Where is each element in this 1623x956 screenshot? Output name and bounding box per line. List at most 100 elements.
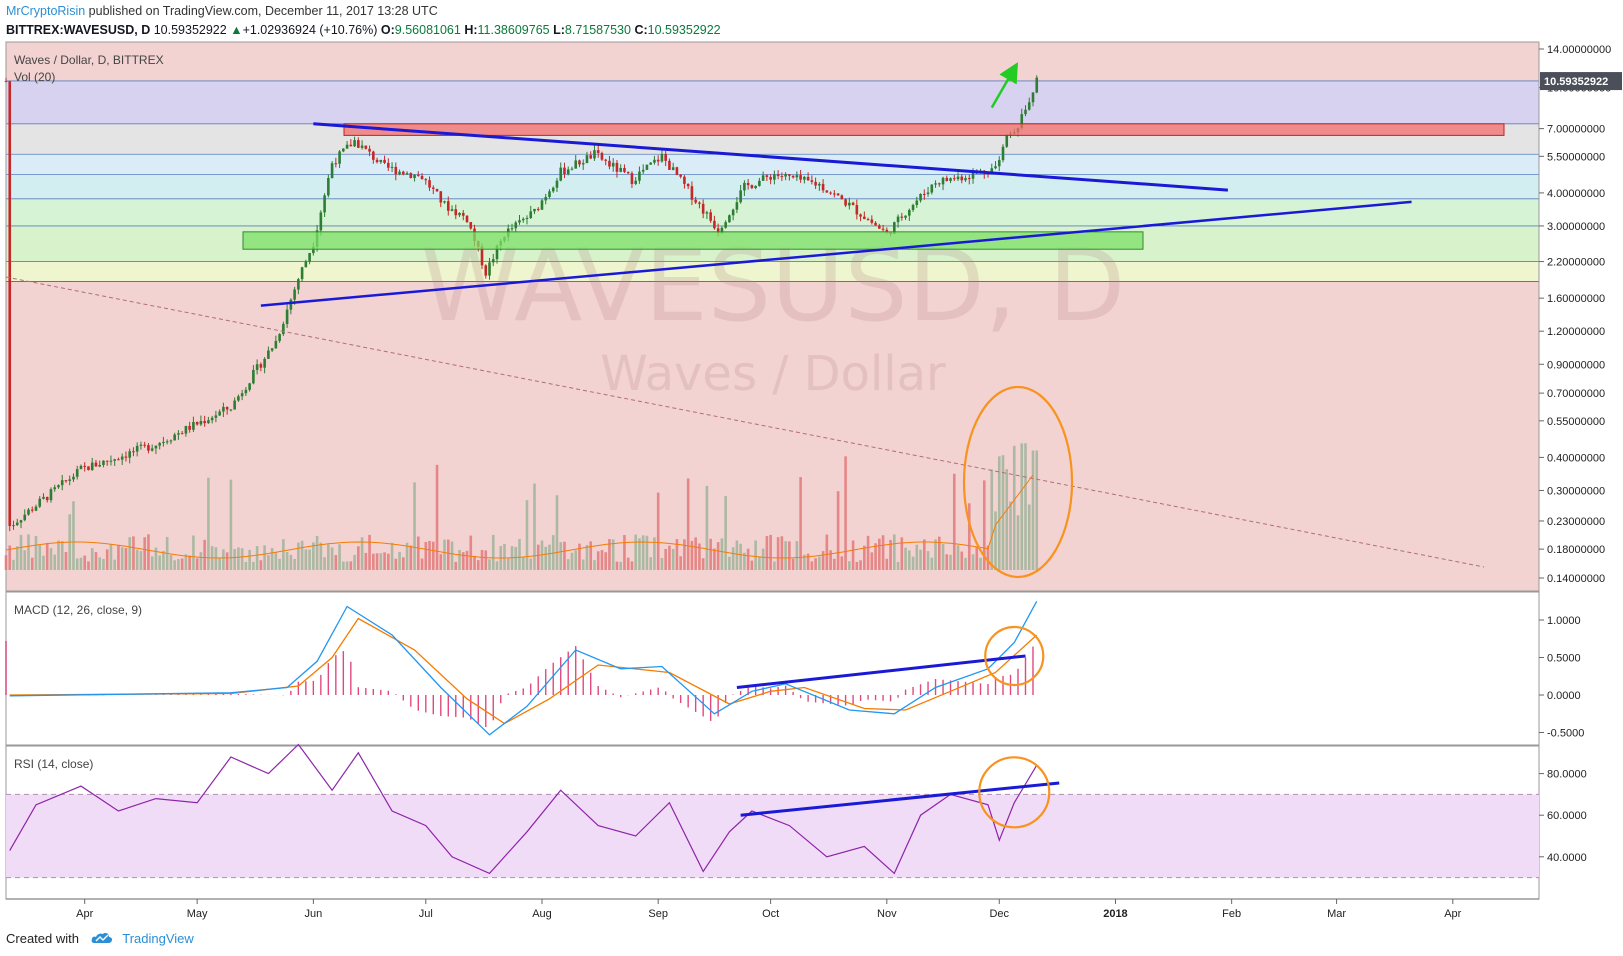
- candle-body: [154, 445, 158, 449]
- candle-body: [694, 199, 697, 203]
- tradingview-link[interactable]: TradingView: [122, 931, 194, 946]
- price-tick-label: 14.00000000: [1547, 44, 1611, 56]
- volume-bar: [694, 537, 697, 570]
- candle-body: [267, 350, 270, 359]
- candle-body: [102, 460, 105, 465]
- volume-bar: [563, 541, 566, 570]
- candle-body: [570, 168, 574, 170]
- volume-bar: [923, 539, 926, 570]
- candle-body: [870, 219, 874, 223]
- volume-bar: [229, 479, 233, 570]
- volume-bar: [709, 538, 712, 570]
- volume-bar: [192, 535, 195, 570]
- candle-body: [79, 465, 83, 470]
- candle-body: [566, 169, 570, 175]
- volume-bar: [589, 541, 593, 570]
- candle-body: [83, 465, 87, 467]
- volume-bar: [225, 552, 229, 570]
- volume-bar: [420, 558, 424, 570]
- volume-bar: [334, 555, 338, 570]
- candle-body: [465, 215, 469, 223]
- candle-body: [289, 299, 293, 310]
- band-bottom: [6, 281, 1539, 591]
- candle-body: [274, 340, 278, 349]
- candle-body: [874, 222, 877, 226]
- volume-bar: [476, 560, 480, 570]
- candle-body: [780, 176, 784, 178]
- volume-bar: [671, 548, 675, 570]
- price-tick-label: 0.70000000: [1547, 388, 1605, 400]
- candle-body: [1001, 146, 1005, 161]
- volume-bar: [454, 561, 458, 570]
- candle-body: [132, 451, 135, 453]
- candle-body: [229, 409, 233, 411]
- candle-body: [248, 383, 251, 390]
- volume-bar: [784, 541, 787, 570]
- symbol-name: BITTREX:WAVESUSD, D: [6, 23, 151, 37]
- candle-body: [53, 487, 57, 490]
- volume-bar: [780, 536, 784, 570]
- volume-bar: [761, 548, 765, 570]
- candle-body: [207, 420, 210, 424]
- volume-bar: [529, 558, 533, 570]
- volume-bar: [244, 561, 248, 570]
- candle-body: [75, 469, 79, 477]
- candle-body: [540, 200, 544, 210]
- volume-bar: [488, 559, 491, 570]
- volume-bar: [713, 548, 716, 570]
- volume-bar: [128, 537, 131, 570]
- candle-body: [866, 219, 870, 221]
- volume-bar: [195, 558, 199, 570]
- candle-body: [548, 191, 551, 198]
- candle-body: [878, 225, 881, 229]
- candle-body: [510, 228, 514, 230]
- candle-body: [372, 151, 375, 160]
- support-zone: [242, 231, 1144, 250]
- volume-bar: [338, 544, 341, 570]
- candle-body: [971, 172, 975, 179]
- chart-canvas[interactable]: WAVESUSD, D Waves / Dollar Waves / Dolla…: [0, 0, 1623, 925]
- volume-bar: [683, 539, 686, 570]
- volume-bar: [461, 552, 465, 570]
- candle-body: [668, 160, 671, 170]
- candle-body: [297, 279, 300, 290]
- candle-body: [915, 200, 919, 205]
- candle-body: [323, 195, 326, 213]
- volume-bar: [263, 545, 266, 570]
- candle-body: [349, 144, 353, 147]
- x-tick-label: Feb: [1222, 908, 1241, 920]
- x-tick-label: Oct: [762, 908, 779, 920]
- author-link[interactable]: MrCryptoRisin: [6, 4, 86, 18]
- volume-bar: [1024, 443, 1027, 570]
- volume-bar: [896, 561, 900, 570]
- volume-bar: [994, 511, 997, 570]
- candle-body: [150, 448, 154, 451]
- candle-body: [214, 415, 218, 418]
- volume-bar: [439, 554, 443, 570]
- price-tick-label: 7.00000000: [1547, 124, 1605, 136]
- price-tick-label: 0.18000000: [1547, 544, 1605, 556]
- volume-bar: [405, 542, 409, 570]
- volume-bar: [1012, 445, 1016, 570]
- volume-bar: [611, 539, 615, 570]
- rsi-tick-label: 60.0000: [1547, 810, 1587, 822]
- candle-body: [773, 174, 776, 180]
- volume-bar: [934, 539, 937, 570]
- candle-body: [788, 174, 791, 176]
- candle-body: [30, 509, 34, 511]
- volume-bar: [521, 557, 525, 570]
- open-label: O:: [380, 23, 395, 37]
- candle-body: [45, 496, 49, 501]
- volume-bar: [90, 548, 94, 570]
- volume-bar: [169, 554, 173, 570]
- candle-body: [49, 489, 53, 501]
- volume-bar: [851, 540, 855, 570]
- candle-body: [930, 184, 934, 193]
- candle-body: [851, 202, 855, 206]
- volume-bar: [829, 550, 832, 570]
- volume-bar: [608, 539, 611, 570]
- candle-body: [495, 245, 499, 260]
- volume-bar: [754, 540, 757, 570]
- candle-body: [728, 215, 731, 223]
- volume-bar: [585, 544, 589, 570]
